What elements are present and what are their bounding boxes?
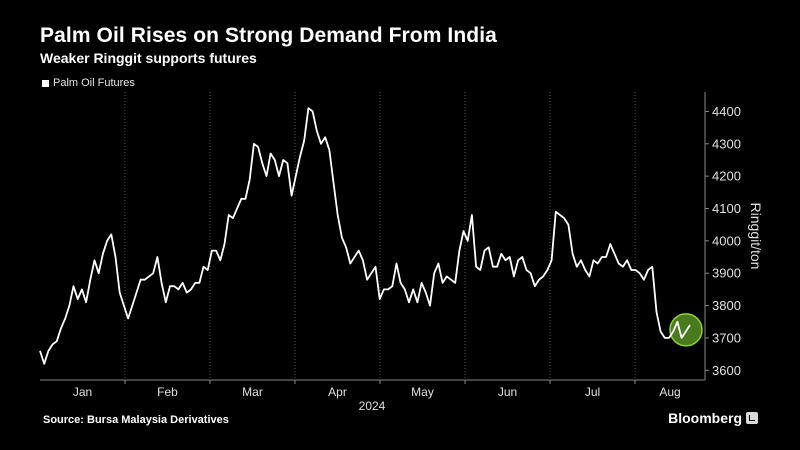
y-tick-label: 3600 xyxy=(712,363,741,378)
x-year-label: 2024 xyxy=(359,399,386,413)
x-tick-label: Mar xyxy=(242,385,263,399)
x-tick-label: Aug xyxy=(659,385,680,399)
y-tick-label: 4100 xyxy=(712,201,741,216)
y-tick-label: 4300 xyxy=(712,136,741,151)
chart-subtitle: Weaker Ringgit supports futures xyxy=(40,50,257,66)
bloomberg-icon xyxy=(746,412,758,424)
series-line-palm-oil-futures xyxy=(39,107,691,365)
brand-label: Bloomberg xyxy=(668,410,742,426)
bloomberg-logo: Bloomberg xyxy=(668,410,758,426)
x-tick-label: Jan xyxy=(73,385,92,399)
y-tick-label: 3900 xyxy=(712,266,741,281)
y-tick-label: 4000 xyxy=(712,233,741,248)
source-note: Source: Bursa Malaysia Derivatives xyxy=(43,414,229,426)
y-axis-title: Ringgit/ton xyxy=(748,203,764,270)
legend-label: Palm Oil Futures xyxy=(53,77,135,89)
y-tick-label: 3700 xyxy=(712,330,741,345)
x-tick-label: Apr xyxy=(328,385,347,399)
x-tick-label: Feb xyxy=(157,385,178,399)
y-tick-label: 3800 xyxy=(712,298,741,313)
legend: Palm Oil Futures xyxy=(42,77,135,89)
legend-swatch xyxy=(42,79,49,87)
chart-title: Palm Oil Rises on Strong Demand From Ind… xyxy=(40,24,497,47)
x-tick-label: Jul xyxy=(585,385,600,399)
y-tick-label: 4200 xyxy=(712,169,741,184)
x-tick-label: Jun xyxy=(498,385,517,399)
x-tick-label: May xyxy=(411,385,434,399)
y-tick-label: 4400 xyxy=(712,104,741,119)
